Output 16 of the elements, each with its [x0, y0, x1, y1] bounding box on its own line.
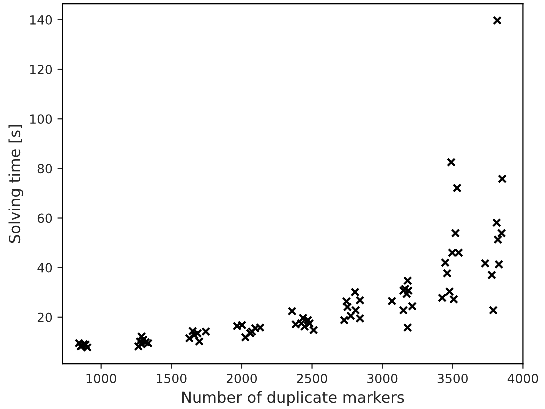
y-tick-label: 140 — [30, 15, 52, 25]
y-tick-label: 120 — [30, 65, 52, 74]
x-tick-label: 1500 — [157, 374, 187, 384]
y-axis-title: Solving time [s] — [8, 125, 24, 244]
x-tick-label: 1000 — [86, 374, 116, 384]
y-tick-label: 80 — [38, 164, 52, 174]
y-tick-label: 40 — [38, 263, 52, 273]
x-tick-label: 3500 — [438, 374, 468, 384]
x-tick-label: 4000 — [508, 374, 538, 384]
y-tick-label: 60 — [38, 214, 52, 224]
x-axis-title: Number of duplicate markers — [182, 391, 404, 406]
y-tick-label: 20 — [38, 312, 52, 322]
x-tick-label: 2000 — [226, 374, 258, 384]
x-tick-label: 3000 — [368, 374, 398, 384]
y-tick-label: 100 — [30, 114, 52, 124]
x-tick-label: 2500 — [297, 374, 328, 384]
